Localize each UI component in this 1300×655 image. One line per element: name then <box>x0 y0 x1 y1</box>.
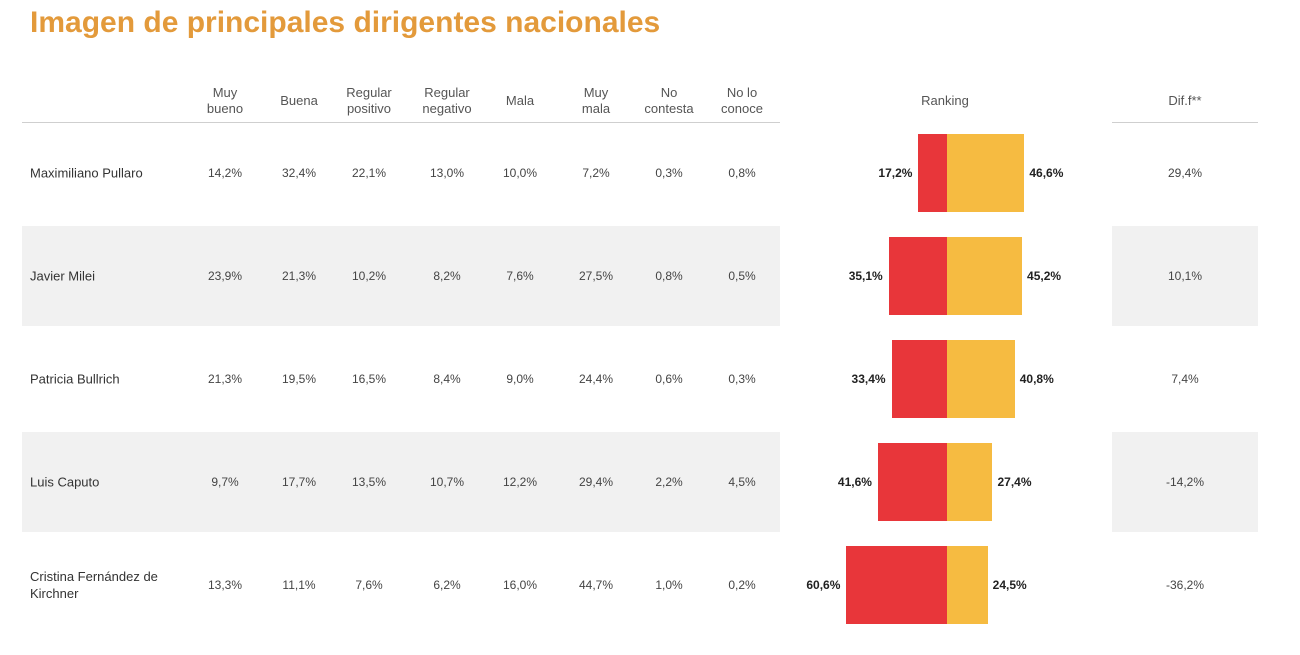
dif-value: -36,2% <box>1165 578 1205 592</box>
cell: 0,8% <box>728 166 756 180</box>
cell: 0,3% <box>655 166 683 180</box>
negative-bar <box>918 134 947 212</box>
cell: 44,7% <box>578 578 614 592</box>
cell: 6,2% <box>433 578 461 592</box>
negative-bar <box>846 546 947 624</box>
row-band <box>1112 432 1258 532</box>
column-header: Muy bueno <box>206 85 244 116</box>
positive-bar <box>947 546 988 624</box>
cell: 1,0% <box>655 578 683 592</box>
row-name: Javier Milei <box>30 268 96 284</box>
cell: 0,5% <box>728 269 756 283</box>
positive-label: 46,6% <box>1029 166 1064 180</box>
negative-label: 33,4% <box>851 372 886 386</box>
cell: 24,4% <box>578 372 614 386</box>
dif-value: 7,4% <box>1171 372 1199 386</box>
row-name: Luis Caputo <box>30 474 100 490</box>
title: Imagen de principales dirigentes naciona… <box>30 6 661 39</box>
cell: 27,5% <box>578 269 614 283</box>
cell: 0,6% <box>655 372 683 386</box>
negative-label: 41,6% <box>837 475 872 489</box>
cell: 29,4% <box>578 475 614 489</box>
cell: 16,5% <box>351 372 387 386</box>
negative-bar <box>891 340 947 418</box>
cell: 7,6% <box>355 578 383 592</box>
cell: 9,7% <box>211 475 239 489</box>
negative-label: 35,1% <box>848 269 883 283</box>
column-header: Regular positivo <box>346 85 392 116</box>
positive-label: 24,5% <box>992 578 1027 592</box>
cell: 11,1% <box>282 578 316 592</box>
cell: 23,9% <box>207 269 243 283</box>
cell: 13,5% <box>351 475 387 489</box>
header-rule <box>22 122 780 123</box>
negative-label: 60,6% <box>806 578 841 592</box>
cell: 10,7% <box>429 475 465 489</box>
positive-bar <box>947 340 1015 418</box>
positive-bar <box>947 134 1025 212</box>
column-header: Muy mala <box>581 85 611 116</box>
negative-bar <box>888 237 947 315</box>
cell: 2,2% <box>655 475 683 489</box>
column-header: No lo conoce <box>721 85 763 116</box>
positive-bar <box>947 237 1023 315</box>
column-header: No contesta <box>644 85 694 116</box>
column-header: Mala <box>505 93 535 108</box>
cell: 0,2% <box>728 578 756 592</box>
cell: 10,0% <box>502 166 538 180</box>
dif-value: 10,1% <box>1167 269 1203 283</box>
cell: 10,2% <box>351 269 387 283</box>
positive-label: 27,4% <box>997 475 1032 489</box>
cell: 17,7% <box>281 475 317 489</box>
header-rule <box>1112 122 1258 123</box>
cell: 4,5% <box>728 475 756 489</box>
row-name: Maximiliano Pullaro <box>30 165 143 181</box>
column-header: Dif.f** <box>1168 93 1202 108</box>
cell: 13,3% <box>207 578 243 592</box>
negative-bar <box>877 443 947 521</box>
cell: 14,2% <box>207 166 243 180</box>
column-header: Buena <box>280 93 318 108</box>
positive-label: 40,8% <box>1019 372 1054 386</box>
negative-label: 17,2% <box>878 166 913 180</box>
row-band <box>22 432 780 532</box>
dif-value: 29,4% <box>1167 166 1203 180</box>
column-header: Regular negativo <box>422 85 472 116</box>
cell: 0,8% <box>655 269 683 283</box>
cell: 8,2% <box>433 269 461 283</box>
cell: 19,5% <box>281 372 317 386</box>
positive-bar <box>947 443 993 521</box>
cell: 8,4% <box>433 372 461 386</box>
cell: 13,0% <box>429 166 465 180</box>
cell: 0,3% <box>728 372 756 386</box>
cell: 12,2% <box>502 475 538 489</box>
row-band <box>22 226 780 326</box>
cell: 7,6% <box>506 269 534 283</box>
column-header: Ranking <box>921 93 969 108</box>
row-name: Cristina Fernández de Kirchner <box>30 569 158 601</box>
cell: 9,0% <box>506 372 534 386</box>
positive-label: 45,2% <box>1027 269 1062 283</box>
cell: 16,0% <box>502 578 538 592</box>
row-name: Patricia Bullrich <box>30 371 120 387</box>
cell: 21,3% <box>281 269 317 283</box>
dif-value: -14,2% <box>1165 475 1205 489</box>
cell: 22,1% <box>351 166 387 180</box>
cell: 7,2% <box>582 166 610 180</box>
cell: 32,4% <box>281 166 317 180</box>
cell: 21,3% <box>207 372 243 386</box>
row-band <box>1112 226 1258 326</box>
